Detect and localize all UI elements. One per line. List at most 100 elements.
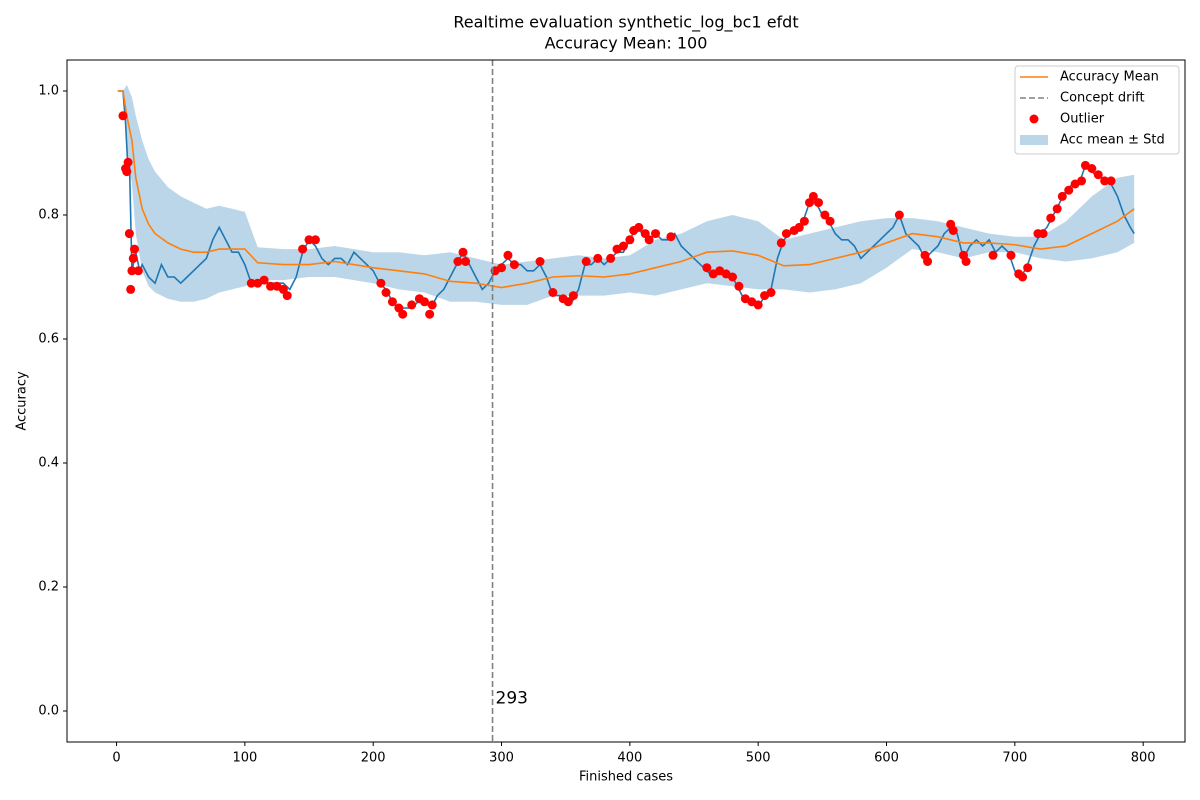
- outlier-point: [728, 272, 738, 282]
- outlier-point: [634, 222, 644, 232]
- outlier-point: [894, 210, 904, 220]
- outlier-point: [458, 247, 468, 257]
- y-tick-label: 0.2: [38, 580, 59, 595]
- outlier-point: [124, 229, 134, 239]
- drift-label: 293: [496, 689, 528, 709]
- chart-title: Realtime evaluation synthetic_log_bc1 ef…: [453, 13, 798, 33]
- y-tick-label: 0.0: [38, 704, 59, 719]
- outlier-point: [548, 288, 558, 297]
- x-tick-label: 300: [489, 751, 514, 766]
- outlier-point: [568, 291, 578, 301]
- outlier-point: [1106, 176, 1116, 186]
- x-tick-label: 500: [746, 751, 771, 766]
- y-tick-label: 1.0: [38, 84, 59, 99]
- plot-frame: [66, 59, 1186, 743]
- legend-swatch: [1020, 135, 1048, 145]
- outlier-point: [1038, 229, 1048, 239]
- outlier-point: [122, 167, 132, 177]
- x-tick-label: 200: [361, 751, 386, 766]
- outlier-point: [453, 257, 463, 266]
- outlier-point: [1006, 250, 1016, 260]
- outlier-point: [618, 241, 628, 251]
- outlier-point: [651, 229, 661, 239]
- outlier-point: [563, 297, 573, 307]
- outlier-point: [825, 216, 835, 226]
- outlier-point: [820, 210, 830, 220]
- outlier-point: [127, 266, 137, 276]
- x-axis-label: Finished cases: [579, 770, 673, 785]
- outlier-point: [387, 297, 397, 307]
- outlier-point: [1087, 164, 1097, 173]
- legend-label: Accuracy Mean: [1060, 70, 1159, 85]
- outlier-point: [118, 111, 128, 121]
- outlier-point: [266, 281, 276, 291]
- outlier-point: [734, 281, 744, 291]
- y-tick-label: 0.6: [38, 332, 59, 347]
- outlier-point: [1018, 272, 1028, 282]
- outlier-point: [1077, 176, 1087, 186]
- outlier-point: [298, 244, 308, 254]
- outlier-point: [304, 235, 314, 245]
- outlier-point: [799, 216, 809, 226]
- outlier-point: [310, 235, 320, 245]
- outlier-point: [1064, 185, 1074, 195]
- chart-subtitle: Accuracy Mean: 100: [545, 34, 708, 53]
- outlier-point: [593, 253, 603, 263]
- outlier-point: [126, 284, 136, 294]
- outlier-point: [123, 157, 133, 167]
- outlier-point: [781, 229, 791, 239]
- legend-swatch: [1029, 114, 1039, 124]
- outlier-point: [509, 260, 519, 270]
- x-tick-label: 700: [1002, 751, 1027, 766]
- outlier-point: [808, 191, 818, 201]
- outlier-point: [988, 250, 998, 260]
- outlier-point: [398, 309, 408, 319]
- legend-label: Outlier: [1060, 112, 1105, 127]
- outlier-point: [497, 263, 507, 273]
- outlier-point: [246, 278, 256, 288]
- outlier-point: [130, 244, 140, 254]
- outlier-point: [282, 291, 292, 301]
- outlier-point: [1046, 213, 1056, 223]
- outlier-point: [420, 297, 430, 307]
- outlier-point: [425, 309, 435, 319]
- x-tick-label: 0: [112, 751, 120, 766]
- legend-label: Concept drift: [1060, 91, 1145, 106]
- x-tick-label: 600: [874, 751, 899, 766]
- outlier-point: [606, 253, 616, 263]
- outlier-point: [625, 235, 635, 245]
- outlier-point: [1057, 191, 1067, 201]
- outlier-point: [702, 263, 712, 273]
- outlier-point: [376, 278, 386, 288]
- y-axis-label: Accuracy: [15, 371, 30, 431]
- outlier-point: [923, 257, 933, 266]
- x-tick-label: 100: [232, 751, 257, 766]
- outlier-point: [644, 235, 654, 245]
- outlier-point: [461, 257, 471, 266]
- y-tick-label: 0.8: [38, 208, 59, 223]
- legend-label: Acc mean ± Std: [1060, 133, 1165, 148]
- std-band: [117, 84, 1135, 305]
- outlier-point: [259, 275, 269, 285]
- outlier-point: [1023, 263, 1033, 273]
- outlier-point: [535, 257, 545, 266]
- outlier-point: [961, 257, 971, 266]
- outlier-point: [666, 232, 676, 242]
- outlier-point: [1100, 176, 1110, 186]
- outlier-point: [407, 300, 417, 310]
- outlier-point: [1093, 170, 1103, 180]
- outlier-point: [1052, 204, 1062, 214]
- y-tick-label: 0.4: [38, 456, 59, 471]
- outlier-point: [813, 198, 823, 208]
- outlier-point: [133, 266, 143, 276]
- outlier-point: [381, 288, 391, 297]
- x-tick-label: 800: [1131, 751, 1156, 766]
- outlier-point: [948, 226, 958, 235]
- outlier-point: [794, 222, 804, 232]
- x-tick-label: 400: [617, 751, 642, 766]
- mean-line: [117, 90, 1135, 289]
- outlier-point: [776, 238, 786, 248]
- legend-box: [1014, 65, 1180, 155]
